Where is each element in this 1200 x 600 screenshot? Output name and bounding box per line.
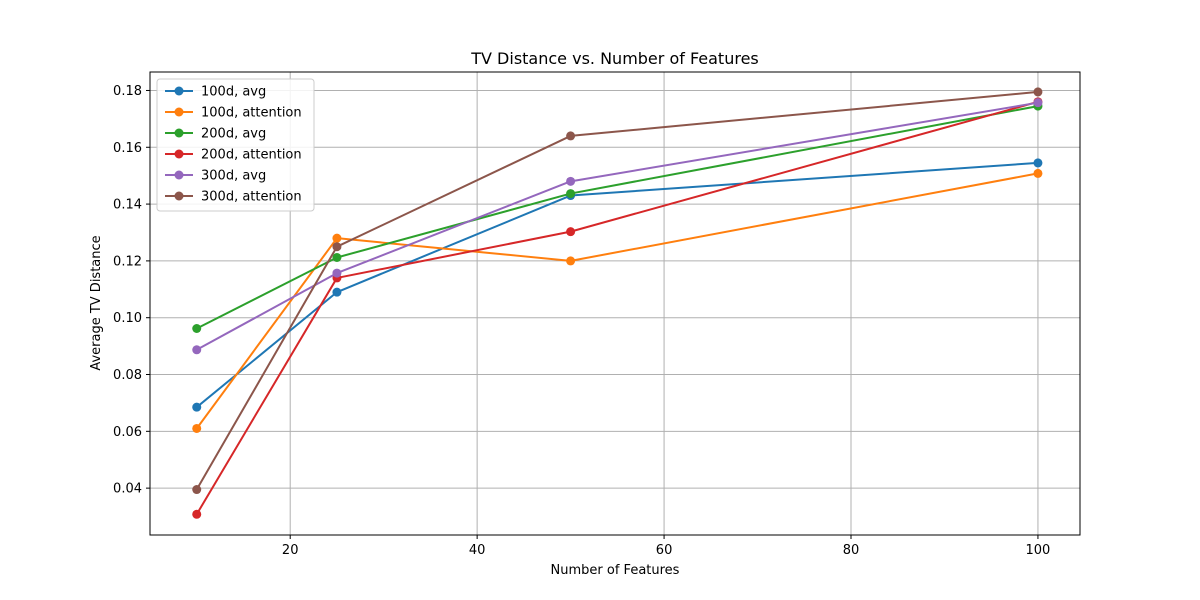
data-point: [332, 252, 342, 262]
series-layer: [192, 87, 1043, 519]
data-point: [1033, 98, 1043, 108]
data-point: [1033, 87, 1043, 97]
series-0: [192, 158, 1043, 412]
data-point: [192, 509, 202, 519]
legend-label: 300d, avg: [201, 169, 266, 184]
data-point: [192, 485, 202, 495]
data-point: [192, 345, 202, 355]
data-point: [566, 227, 576, 237]
legend: 100d, avg 100d, attention 200d, avg 200d, a…: [156, 78, 315, 212]
x-tick-label: 80: [843, 543, 860, 558]
data-point: [566, 176, 576, 186]
legend-marker: [174, 191, 184, 201]
axis-ticks: 20 40 60 80 100 0.04 0.06 0.08 0.10 0.12 0.14 0.16 0…: [113, 84, 1050, 558]
legend-item: 100d, avg: [165, 85, 266, 100]
x-tick-label: 60: [656, 543, 673, 558]
series-line: [196, 101, 1039, 351]
chart-title: TV Distance vs. Number of Features: [470, 49, 759, 68]
series-line: [195, 100, 1039, 515]
y-tick-label: 0.10: [113, 311, 142, 326]
legend-item: 200d, attention: [165, 148, 302, 163]
legend-label: 100d, attention: [201, 106, 302, 121]
y-tick-label: 0.04: [113, 482, 142, 497]
legend-marker: [174, 107, 184, 117]
legend-box: [156, 78, 315, 212]
y-tick-label: 0.06: [113, 425, 142, 440]
series-line: [196, 161, 1039, 408]
y-tick-label: 0.14: [113, 198, 142, 213]
x-tick-label: 100: [1026, 543, 1051, 558]
data-point: [566, 189, 576, 199]
series-4: [192, 98, 1043, 355]
legend-item: 300d, avg: [165, 169, 266, 184]
legend-marker: [174, 86, 184, 96]
y-axis-title: Average TV Distance: [89, 235, 104, 370]
plot-frame: [149, 71, 1081, 536]
legend-marker: [174, 128, 184, 138]
data-point: [332, 233, 342, 243]
x-tick-label: 40: [469, 543, 486, 558]
legend-label: 300d, attention: [201, 190, 302, 205]
y-tick-label: 0.18: [113, 84, 142, 99]
series-line: [196, 105, 1039, 330]
data-point: [332, 287, 342, 297]
legend-marker: [174, 149, 184, 159]
data-point: [1033, 168, 1043, 178]
legend-label: 200d, attention: [201, 148, 302, 163]
x-axis-title: Number of Features: [551, 563, 680, 578]
legend-item: 100d, attention: [165, 106, 302, 121]
legend-label: 200d, avg: [201, 127, 266, 142]
legend-item: 200d, avg: [165, 127, 266, 142]
data-point: [332, 242, 342, 252]
x-tick-label: 20: [282, 543, 299, 558]
data-point: [566, 131, 576, 141]
y-tick-label: 0.08: [113, 368, 142, 383]
y-tick-label: 0.12: [113, 254, 142, 269]
legend-label: 100d, avg: [201, 85, 266, 100]
series-1: [192, 168, 1043, 433]
data-point: [332, 268, 342, 278]
series-line: [195, 90, 1039, 491]
data-point: [192, 323, 202, 333]
y-tick-label: 0.16: [113, 141, 142, 156]
series-5: [192, 87, 1043, 495]
data-point: [192, 423, 202, 433]
legend-item: 300d, attention: [165, 190, 302, 205]
data-point: [1033, 158, 1043, 168]
data-point: [192, 402, 202, 412]
legend-marker: [174, 170, 184, 180]
series-line: [195, 172, 1039, 430]
data-point: [566, 256, 576, 266]
